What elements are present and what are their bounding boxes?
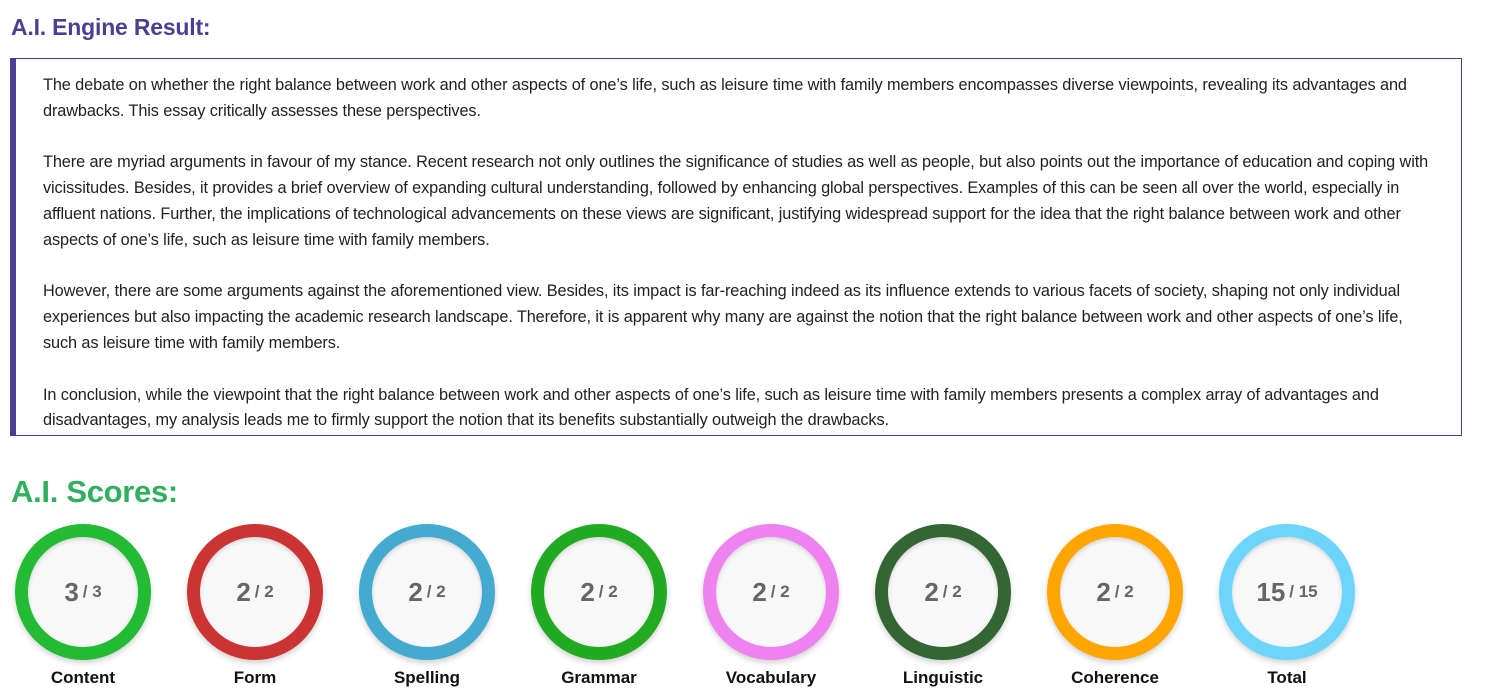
scores-row: 3 / 3 Content 2 / 2 Form 2 / 2 Spelling … bbox=[15, 524, 1391, 688]
score-ring: 15 / 15 bbox=[1219, 524, 1355, 660]
score-label: Coherence bbox=[1071, 668, 1159, 687]
essay-paragraph-against: However, there are some arguments agains… bbox=[43, 282, 1403, 352]
score-ring: 2 / 2 bbox=[1047, 524, 1183, 660]
score-value: 2 bbox=[924, 576, 939, 607]
score-ring: 2 / 2 bbox=[187, 524, 323, 660]
score-linguistic: 2 / 2 Linguistic bbox=[875, 524, 1047, 688]
score-max: / 3 bbox=[82, 582, 102, 601]
essay-paragraph-intro: The debate on whether the right balance … bbox=[43, 76, 1407, 120]
score-vocabulary: 2 / 2 Vocabulary bbox=[703, 524, 875, 688]
score-max: / 2 bbox=[426, 582, 446, 601]
score-form: 2 / 2 Form bbox=[187, 524, 359, 688]
score-label: Content bbox=[50, 668, 116, 687]
score-label: Grammar bbox=[561, 668, 637, 687]
score-max: / 2 bbox=[770, 582, 790, 601]
essay-result-box: The debate on whether the right balance … bbox=[10, 58, 1462, 436]
score-coherence: 2 / 2 Coherence bbox=[1047, 524, 1219, 688]
score-max: / 2 bbox=[942, 582, 962, 601]
score-value: 2 bbox=[752, 576, 767, 607]
score-label: Linguistic bbox=[902, 668, 984, 687]
score-max: / 2 bbox=[598, 582, 618, 601]
score-ring: 2 / 2 bbox=[531, 524, 667, 660]
score-ring: 2 / 2 bbox=[703, 524, 839, 660]
score-spelling: 2 / 2 Spelling bbox=[359, 524, 531, 688]
scores-title: A.I. Scores: bbox=[11, 474, 178, 509]
score-value: 2 bbox=[236, 576, 251, 607]
essay-paragraph-for: There are myriad arguments in favour of … bbox=[43, 153, 1429, 249]
score-total: 15 / 15 Total bbox=[1219, 524, 1391, 688]
score-value: 2 bbox=[408, 576, 423, 607]
score-value: 3 bbox=[64, 576, 79, 607]
engine-result-title: A.I. Engine Result: bbox=[11, 14, 211, 40]
essay-paragraph-conclusion: In conclusion, while the viewpoint that … bbox=[43, 385, 1379, 430]
score-value: 2 bbox=[580, 576, 595, 607]
score-label: Spelling bbox=[393, 668, 461, 687]
score-label: Form bbox=[233, 668, 277, 687]
score-ring: 3 / 3 bbox=[15, 524, 151, 660]
score-label: Vocabulary bbox=[725, 668, 817, 687]
score-ring: 2 / 2 bbox=[359, 524, 495, 660]
score-max: / 2 bbox=[254, 582, 274, 601]
score-grammar: 2 / 2 Grammar bbox=[531, 524, 703, 688]
score-label: Total bbox=[1267, 668, 1307, 687]
score-max: / 2 bbox=[1114, 582, 1134, 601]
score-value: 15 bbox=[1256, 576, 1286, 607]
score-max: / 15 bbox=[1289, 582, 1318, 601]
score-content: 3 / 3 Content bbox=[15, 524, 187, 688]
score-value: 2 bbox=[1096, 576, 1111, 607]
score-ring: 2 / 2 bbox=[875, 524, 1011, 660]
